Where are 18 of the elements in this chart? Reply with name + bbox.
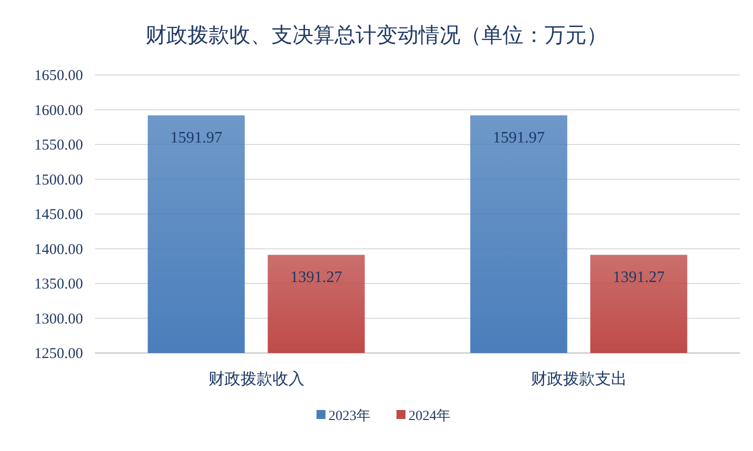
y-tick-label: 1500.00 <box>34 172 83 188</box>
x-tick-label: 财政拨款支出 <box>530 370 627 388</box>
y-tick-label: 1350.00 <box>34 276 83 292</box>
data-label: 1391.27 <box>290 268 342 286</box>
data-label: 1591.97 <box>492 129 545 146</box>
y-tick-label: 1600.00 <box>34 102 83 119</box>
legend-label: 2024年 <box>408 408 450 424</box>
y-tick-label: 1250.00 <box>34 346 83 362</box>
y-tick-label: 1650.00 <box>34 68 83 84</box>
title: 财政拨款收、支决算总计变动情况（单位：万元） <box>146 23 608 47</box>
data-label: 1591.97 <box>170 129 222 146</box>
legend-label: 2023年 <box>328 408 370 424</box>
y-tick-label: 1300.00 <box>34 311 83 328</box>
y-tick-label: 1450.00 <box>34 207 83 223</box>
data-label: 1391.27 <box>612 268 665 286</box>
y-tick-label: 1400.00 <box>34 242 83 258</box>
x-tick-label: 财政拨款收入 <box>208 370 304 388</box>
y-tick-label: 1550.00 <box>34 138 83 154</box>
